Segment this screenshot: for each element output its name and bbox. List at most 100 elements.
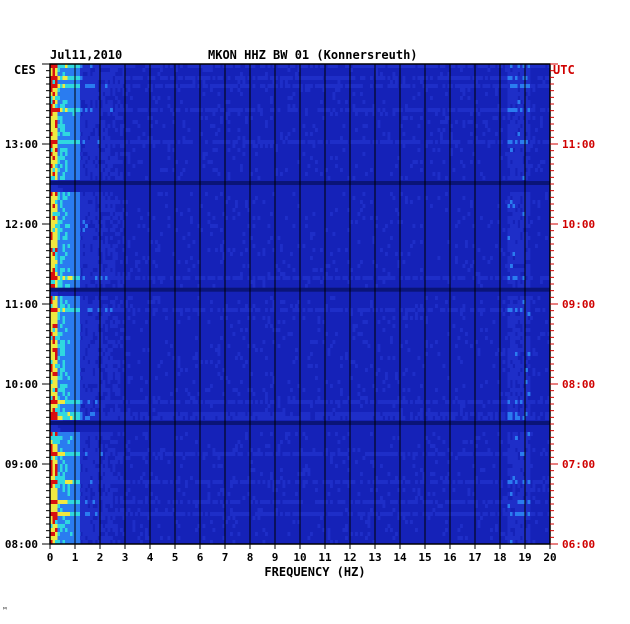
spectrogram-cell bbox=[90, 356, 93, 360]
spectrogram-cell bbox=[87, 260, 91, 264]
spectrogram-cell bbox=[65, 300, 68, 304]
spectrogram-cell bbox=[102, 272, 106, 276]
spectrogram-cell bbox=[335, 76, 338, 80]
spectrogram-cell bbox=[157, 64, 161, 68]
spectrogram-cell bbox=[102, 196, 106, 200]
spectrogram-cell bbox=[82, 108, 86, 112]
spectrogram-cell bbox=[420, 76, 423, 80]
spectrogram-cell bbox=[87, 352, 91, 356]
spectrogram-cell bbox=[175, 416, 178, 420]
spectrogram-cell bbox=[482, 256, 486, 260]
spectrogram-cell bbox=[60, 120, 63, 124]
spectrogram-cell bbox=[437, 196, 441, 200]
spectrogram-cell bbox=[515, 228, 518, 232]
spectrogram-cell bbox=[382, 388, 386, 392]
spectrogram-cell bbox=[292, 360, 296, 364]
spectrogram-cell bbox=[510, 308, 513, 312]
spectrogram-cell bbox=[177, 372, 181, 376]
spectrogram-cell bbox=[62, 284, 66, 288]
spectrogram-cell bbox=[65, 400, 68, 404]
spectrogram-cell bbox=[392, 196, 396, 200]
spectrogram-cell bbox=[110, 432, 113, 436]
spectrogram-cell bbox=[72, 344, 76, 348]
spectrogram-cell bbox=[182, 276, 186, 280]
spectrogram-cell bbox=[510, 372, 513, 376]
spectrogram-cell bbox=[435, 112, 438, 116]
spectrogram-cell bbox=[537, 140, 541, 144]
spectrogram-cell bbox=[82, 280, 86, 284]
spectrogram-cell bbox=[510, 340, 513, 344]
spectrogram-cell bbox=[105, 436, 108, 440]
spectrogram-cell bbox=[460, 412, 463, 416]
spectrogram-cell bbox=[50, 280, 53, 284]
spectrogram-cell bbox=[62, 236, 66, 240]
spectrogram-cell bbox=[232, 276, 236, 280]
spectrogram-cell bbox=[517, 244, 521, 248]
spectrogram-cell bbox=[50, 164, 53, 168]
spectrogram-cell bbox=[460, 108, 463, 112]
spectrogram-cell bbox=[152, 96, 156, 100]
spectrogram-cell bbox=[97, 400, 101, 404]
spectrogram-cell bbox=[517, 160, 521, 164]
spectrogram-cell bbox=[522, 372, 526, 376]
spectrogram-cell bbox=[80, 392, 83, 396]
spectrogram-cell bbox=[125, 300, 128, 304]
spectrogram-cell bbox=[257, 252, 261, 256]
spectrogram-cell bbox=[247, 388, 251, 392]
spectrogram-cell bbox=[262, 84, 266, 88]
spectrogram-cell bbox=[107, 372, 111, 376]
spectrogram-cell bbox=[525, 236, 528, 240]
spectrogram-cell bbox=[337, 404, 341, 408]
spectrogram-cell bbox=[520, 304, 523, 308]
spectrogram-cell bbox=[75, 280, 78, 284]
spectrogram-cell bbox=[457, 400, 461, 404]
spectrogram-cell bbox=[255, 196, 258, 200]
spectrogram-cell bbox=[282, 320, 286, 324]
spectrogram-cell bbox=[85, 296, 88, 300]
spectrogram-cell bbox=[102, 276, 106, 280]
spectrogram-cell bbox=[405, 116, 408, 120]
spectrogram-cell bbox=[307, 276, 311, 280]
spectrogram-cell bbox=[447, 332, 451, 336]
spectrogram-cell bbox=[505, 84, 508, 88]
spectrogram-cell bbox=[237, 320, 241, 324]
spectrogram-cell bbox=[497, 432, 501, 436]
spectrogram-cell bbox=[532, 116, 536, 120]
spectrogram-cell bbox=[62, 256, 66, 260]
spectrogram-cell bbox=[522, 172, 526, 176]
spectrogram-cell bbox=[520, 260, 523, 264]
spectrogram-cell bbox=[92, 64, 96, 68]
spectrogram-cell bbox=[82, 268, 86, 272]
spectrogram-cell bbox=[125, 352, 128, 356]
spectrogram-cell bbox=[390, 340, 393, 344]
spectrogram-cell bbox=[107, 152, 111, 156]
spectrogram-cell bbox=[540, 276, 543, 280]
spectrogram-cell bbox=[92, 196, 96, 200]
spectrogram-cell bbox=[112, 416, 116, 420]
spectrogram-cell bbox=[265, 396, 268, 400]
spectrogram-cell bbox=[100, 200, 103, 204]
spectrogram-cell bbox=[97, 236, 101, 240]
spectrogram-cell bbox=[512, 168, 516, 172]
spectrogram-cell bbox=[517, 92, 521, 96]
spectrogram-cell bbox=[115, 160, 118, 164]
spectrogram-cell bbox=[515, 136, 518, 140]
spectrogram-cell bbox=[77, 80, 81, 84]
spectrogram-cell bbox=[105, 92, 108, 96]
spectrogram-cell bbox=[522, 108, 526, 112]
spectrogram-cell bbox=[315, 340, 318, 344]
spectrogram-cell bbox=[275, 264, 278, 268]
spectrogram-cell bbox=[110, 236, 113, 240]
spectrogram-cell bbox=[232, 412, 236, 416]
spectrogram-cell bbox=[240, 92, 243, 96]
spectrogram-cell bbox=[105, 328, 108, 332]
spectrogram-cell bbox=[300, 64, 303, 68]
spectrogram-cell bbox=[175, 276, 178, 280]
spectrogram-cell bbox=[530, 220, 533, 224]
spectrogram-cell bbox=[510, 244, 513, 248]
spectrogram-cell bbox=[537, 308, 541, 312]
spectrogram-cell bbox=[360, 260, 363, 264]
spectrogram-cell bbox=[257, 108, 261, 112]
spectrogram-cell bbox=[400, 308, 403, 312]
spectrogram-cell bbox=[492, 64, 496, 68]
